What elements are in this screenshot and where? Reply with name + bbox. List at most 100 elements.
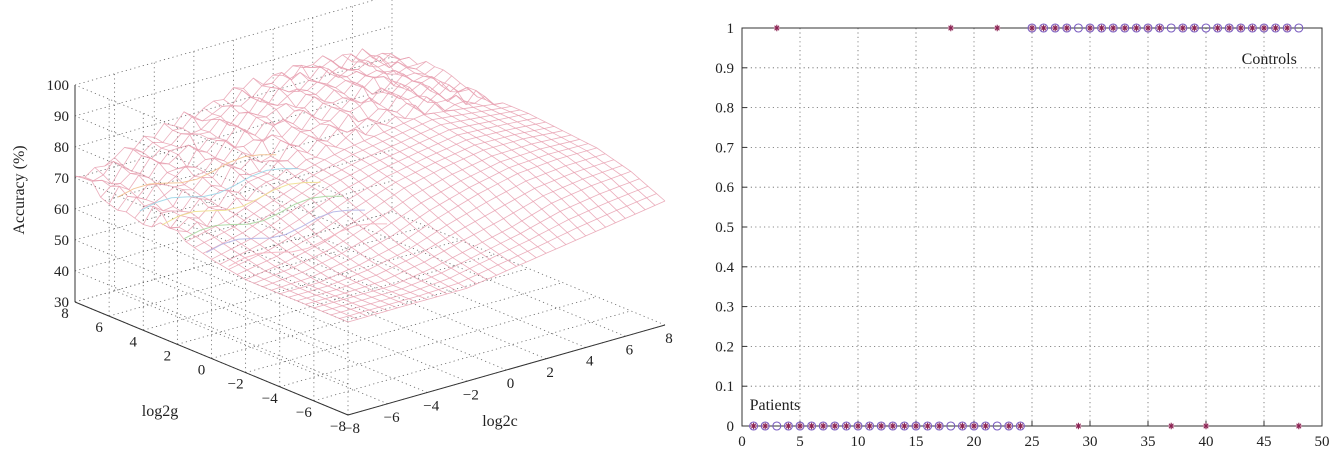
point-asterisk [1226,24,1233,32]
point-asterisk [994,24,1001,32]
y-tick-label: 0 [727,419,735,435]
point-circle [1271,23,1281,33]
surface-mesh-line [263,82,537,259]
point-asterisk [1249,24,1256,32]
point-asterisk [970,422,978,430]
point-circle [888,421,898,431]
scatter-grid [741,27,1323,427]
scatter-chart: 0 5 10 15 20 25 30 35 40 45 50 0 0.1 0.2 0.3 0.4 0.5 0.6 0… [715,21,1329,450]
surface-mesh-line [282,71,557,250]
point-asterisk [1272,24,1279,32]
point-circle [853,421,863,431]
x-tick-label: 30 [1083,434,1098,450]
point-circle [1259,23,1269,33]
x-tick-label: −6 [384,410,400,426]
wall-grid-line [74,115,349,230]
y-tick-label: 0.6 [715,180,734,196]
z-axis-label: Accuracy (%) [11,145,28,234]
wall-grid-line [74,146,349,261]
point-asterisk [831,422,838,430]
y-tick-label: 6 [95,320,103,336]
surface-contour-line [117,154,277,198]
y-tick-label: 1 [727,21,735,37]
x-tick-label: 0 [507,376,515,392]
surface-mesh-line [94,167,368,317]
point-circle [1294,23,1304,33]
surface-mesh-line [154,137,428,300]
point-circle [841,421,851,431]
point-asterisk [947,24,954,32]
surface-mesh-line [74,175,349,323]
surface-mesh-line [342,53,616,224]
y-tick-label: 0.5 [715,220,734,236]
surface-mesh-line [382,52,656,206]
z-tick-label: 90 [54,109,69,125]
z-tick-label: 70 [54,171,69,187]
point-asterisk [808,422,815,430]
point-asterisk [1110,24,1117,32]
z-tick-label: 30 [54,295,69,311]
surface-contour-line [161,181,321,226]
surface-mesh-line [183,111,458,292]
x-tick-label: 45 [1257,434,1272,450]
z-tick-label: 50 [54,233,69,249]
surface-mesh-line [262,138,580,288]
surface-mesh-line [213,100,487,280]
surface-mesh-line [302,65,577,241]
x-tick-label: 0 [738,434,746,450]
point-asterisk [1028,24,1036,32]
point-asterisk [1040,24,1047,32]
point-asterisk [901,422,908,430]
point-asterisk [820,422,827,430]
surface-mesh-line [203,107,478,285]
point-circle [1166,23,1176,33]
point-circle [911,421,921,431]
floor-grid-line-x [114,290,388,405]
point-circle [934,421,944,431]
surface-mesh-line [151,84,469,228]
point-asterisk [1237,24,1244,32]
x-tick-label: −2 [463,387,479,403]
surface-axes [74,85,666,416]
point-asterisk [982,422,989,430]
y-tick-label: 0.9 [715,61,734,77]
point-circle [876,421,886,431]
wall-grid-line [74,270,349,385]
point-circle [923,421,933,431]
point-asterisk [1052,24,1059,32]
surface-mesh-line [372,57,646,210]
y-tick-label: 0.2 [715,339,734,355]
point-circle [760,421,770,431]
point-asterisk [936,422,943,430]
point-circle [807,421,817,431]
z-tick-label: 80 [54,140,69,156]
y-tick-label: 0 [198,363,206,379]
surface-contour-line [139,168,299,212]
floor-grid-line-x [312,234,586,348]
surface-mesh-line [272,72,547,254]
point-asterisk [959,422,966,430]
surface-mesh-line [84,176,359,320]
point-circle [795,421,805,431]
x-tick-label: 40 [1199,434,1214,450]
point-asterisk [796,422,804,430]
scatter-tick-labels: 0 5 10 15 20 25 30 35 40 45 50 0 0.1 0.2 0.3 0.4 0.5 0.6 0… [715,21,1329,450]
point-circle [1027,23,1037,33]
y-tick-label: 4 [130,334,138,350]
surface-mesh-line [362,48,636,215]
x-axis-line [347,324,666,416]
point-circle [1224,23,1234,33]
point-asterisk [1284,24,1291,32]
annotation-patients: Patients [750,397,801,414]
surface-mesh-line [144,135,418,303]
surface-mesh-line [104,160,378,314]
surface-mesh-line [253,77,527,263]
point-asterisk [866,422,873,430]
surface-mesh [74,48,666,323]
point-circle [1015,421,1025,431]
scatter-points [749,23,1304,431]
z-tick-label: 100 [47,78,70,94]
point-asterisk [843,422,850,430]
surface-contour-line [206,209,365,253]
